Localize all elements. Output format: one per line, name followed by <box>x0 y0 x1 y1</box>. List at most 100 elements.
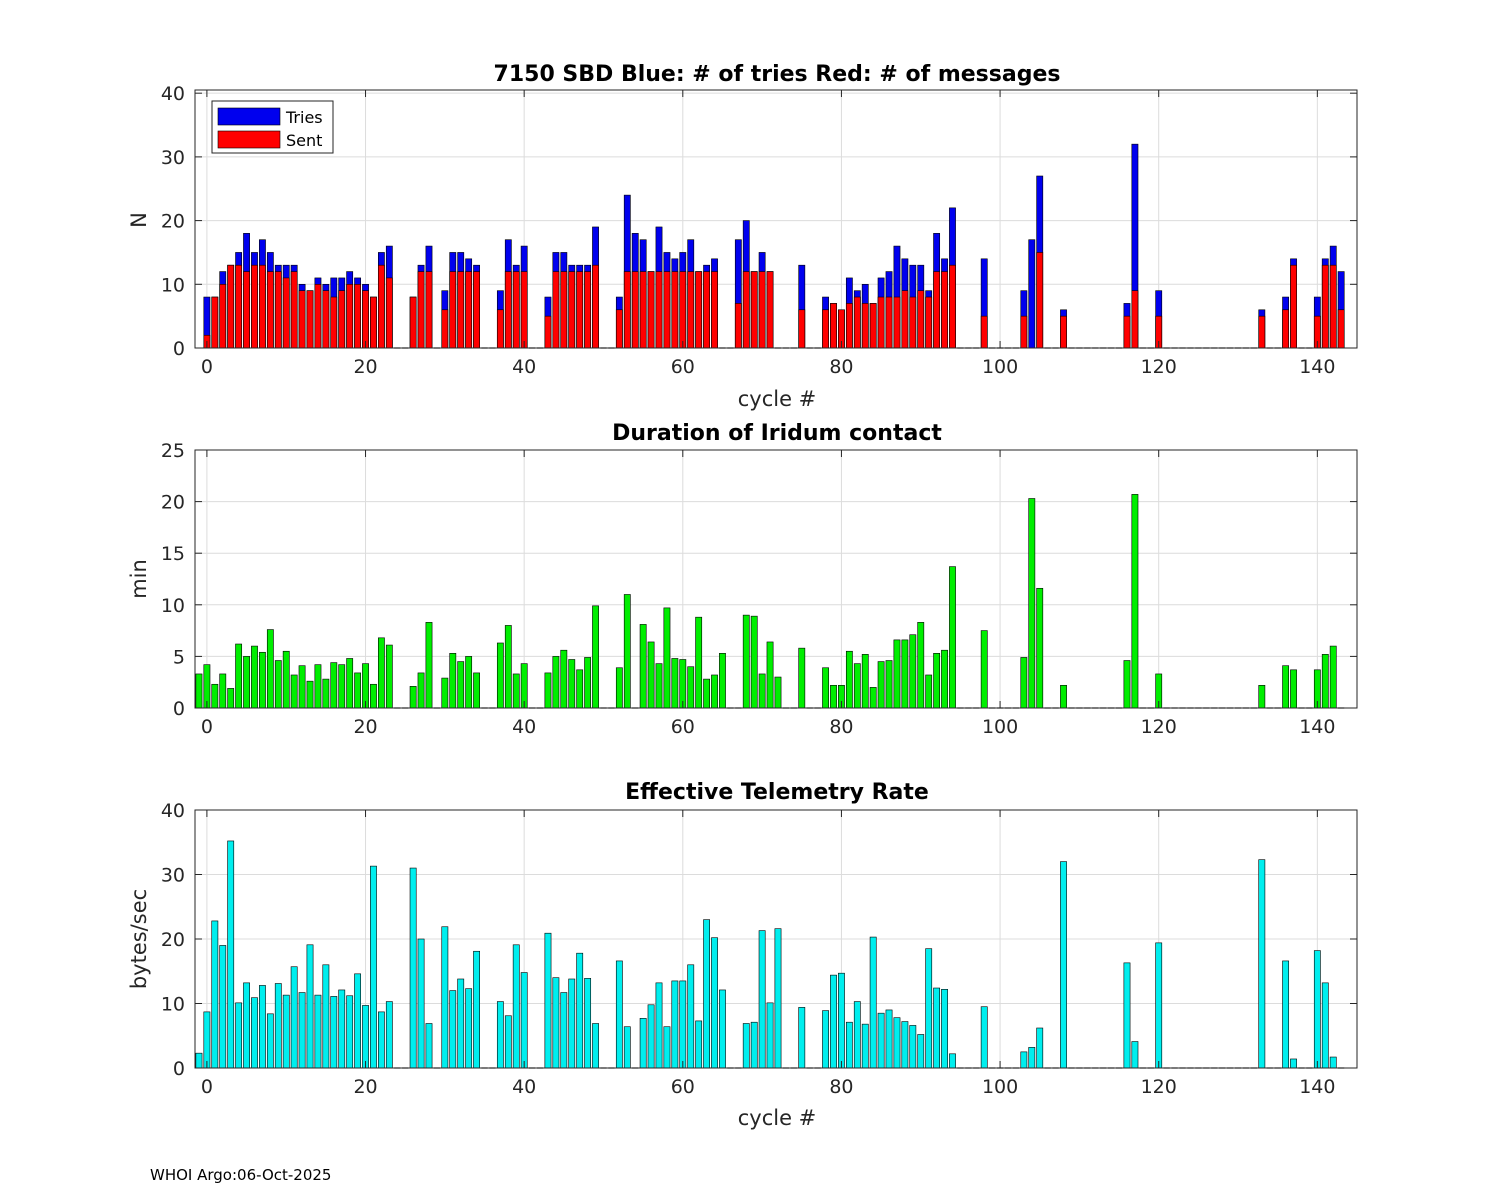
rate-bar <box>354 973 362 1069</box>
sent-bar <box>830 303 837 349</box>
duration-bar <box>647 641 655 709</box>
rate-bar <box>520 972 528 1069</box>
duration-bar <box>615 667 623 709</box>
x-tick-label: 20 <box>353 356 377 378</box>
x-tick-label: 0 <box>201 1076 213 1098</box>
sent-bar <box>385 277 393 349</box>
x-tick-label: 100 <box>982 356 1018 378</box>
telemetry-rate-chart: 0 20 40 60 80 100 120 140 0 10 20 30 40 Effective Te… <box>127 780 1358 1130</box>
duration-bar <box>877 661 885 709</box>
rate-bar <box>544 932 552 1069</box>
rate-bar <box>1155 942 1163 1069</box>
rate-bar <box>219 945 227 1069</box>
rate-bar <box>663 1026 671 1069</box>
duration-bar <box>409 686 417 709</box>
sent-bar <box>1258 315 1266 349</box>
sent-bar <box>798 309 806 349</box>
sent-bar <box>346 283 354 349</box>
rate-bar <box>1123 962 1131 1069</box>
sent-bar <box>512 271 520 349</box>
sent-bar <box>742 271 750 349</box>
sent-bar <box>663 271 671 349</box>
rate-bar <box>385 1001 393 1069</box>
rate-bar <box>457 978 465 1069</box>
sent-bar <box>568 271 576 349</box>
rate-bar <box>925 948 933 1069</box>
sent-bar <box>877 296 885 349</box>
duration-bar <box>322 678 330 709</box>
sent-bar <box>282 277 290 349</box>
sent-bar <box>211 296 219 349</box>
y-tick-label: 10 <box>161 994 185 1016</box>
x-tick-label: 140 <box>1299 356 1335 378</box>
rate-bar <box>909 1025 917 1069</box>
sent-bar <box>290 271 298 349</box>
x-tick-label: 0 <box>201 356 213 378</box>
duration-bar <box>639 624 647 709</box>
rate-bar <box>639 1018 647 1069</box>
rate-bar <box>560 992 568 1069</box>
duration-bar <box>219 673 227 709</box>
sbd-chart-ylabel: N <box>127 212 151 228</box>
duration-bar <box>774 676 782 709</box>
rate-bar <box>584 978 592 1069</box>
duration-bar <box>243 656 250 709</box>
duration-bar <box>576 669 584 709</box>
rate-chart-title: Effective Telemetry Rate <box>625 780 929 805</box>
duration-bar <box>346 658 354 709</box>
sent-bar <box>639 271 647 349</box>
duration-bar <box>259 651 266 709</box>
duration-bar <box>544 672 552 709</box>
duration-bar <box>235 643 243 709</box>
duration-chart-ylabel: min <box>127 559 151 599</box>
duration-bar <box>925 674 933 709</box>
rate-bar <box>766 1002 774 1069</box>
duration-bar <box>1321 654 1329 709</box>
rate-bar <box>980 1006 988 1069</box>
x-tick-label: 100 <box>982 716 1018 738</box>
rate-bar <box>1282 960 1290 1069</box>
sent-bar <box>441 309 449 349</box>
duration-bar <box>354 672 362 709</box>
sent-bar <box>544 315 552 349</box>
duration-bar <box>941 649 948 709</box>
sent-bar <box>647 271 655 349</box>
sent-bar <box>235 264 243 349</box>
x-tick-label: 140 <box>1299 1076 1335 1098</box>
rate-bar <box>362 1005 369 1069</box>
sent-bar <box>1131 290 1139 349</box>
rate-bar <box>861 1023 869 1069</box>
duration-bar <box>909 634 917 709</box>
rate-bar <box>679 980 687 1069</box>
rate-bar <box>298 992 306 1069</box>
duration-bar <box>758 673 766 709</box>
rate-bar <box>758 930 766 1069</box>
x-tick-label: 60 <box>671 716 695 738</box>
duration-bar <box>885 660 893 709</box>
duration-bar <box>822 667 829 709</box>
sent-bar <box>734 303 742 349</box>
rate-bar <box>306 944 314 1069</box>
sent-bar <box>1321 264 1329 349</box>
rate-bar <box>845 1021 853 1069</box>
x-tick-label: 140 <box>1299 716 1335 738</box>
y-tick-label: 10 <box>161 274 185 296</box>
y-tick-label: 0 <box>173 338 185 360</box>
duration-bar <box>552 656 560 709</box>
x-tick-label: 40 <box>512 1076 536 1098</box>
duration-bar <box>1329 645 1337 709</box>
duration-bar <box>679 659 687 709</box>
legend-swatch-tries <box>217 107 281 126</box>
duration-bar <box>417 672 425 709</box>
duration-bar <box>719 653 726 709</box>
sent-bar <box>671 271 679 349</box>
sent-bar <box>322 290 330 349</box>
sent-bar <box>623 271 631 349</box>
sbd-chart-xlabel: cycle # <box>738 387 817 411</box>
rate-bar <box>750 1021 758 1069</box>
y-tick-label: 5 <box>173 646 185 668</box>
rate-bar <box>235 1002 243 1069</box>
duration-bar <box>584 657 592 709</box>
rate-bar <box>592 1023 599 1069</box>
rate-bar <box>330 996 338 1069</box>
